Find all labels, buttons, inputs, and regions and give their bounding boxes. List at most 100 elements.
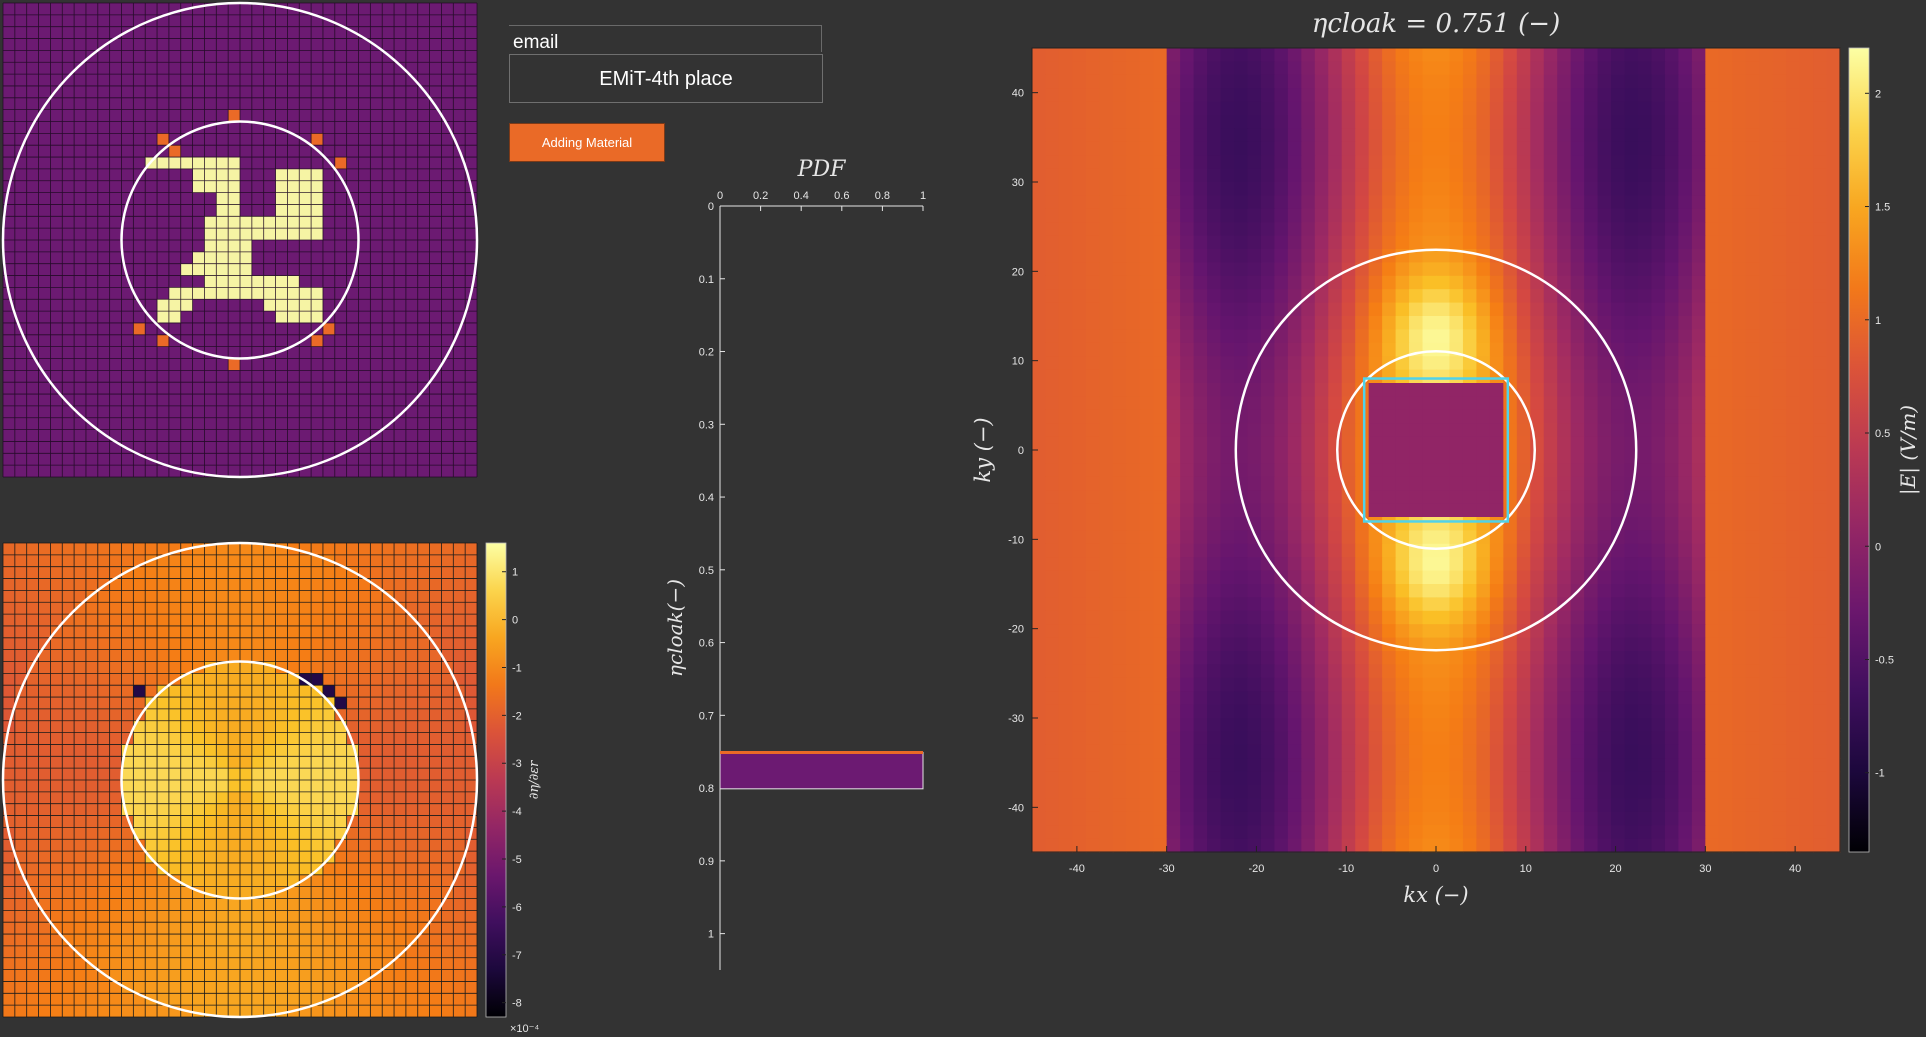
- material-cell: [275, 287, 288, 300]
- field-y-tick-label: -10: [1008, 534, 1024, 546]
- sensitivity-colorbar: [485, 542, 507, 1018]
- material-cell: [311, 204, 323, 217]
- material-cell: [204, 228, 217, 240]
- material-cell: [192, 251, 205, 264]
- material-cell: [311, 168, 323, 181]
- field-heatmap-chart: -40 -30 -20 -10 0 10 20 30 40403020100-10-20-30-…: [971, 9, 1921, 907]
- material-cell: [287, 311, 300, 323]
- material-cell: [263, 216, 276, 229]
- material-cell: [216, 180, 229, 193]
- material-cell: [228, 168, 240, 181]
- material-cell: [228, 228, 240, 240]
- material-cell: [204, 216, 217, 229]
- material-cell: [251, 275, 264, 288]
- pdf-y-tick-label: 0.1: [699, 274, 714, 286]
- pdf-y-label: ηcloak(−): [663, 579, 687, 677]
- material-cell: [228, 204, 240, 217]
- design-map[interactable]: [0, 0, 480, 480]
- material-cell: [168, 299, 181, 312]
- material-cell: [287, 192, 300, 205]
- material-cell: [228, 180, 240, 193]
- candidate-cell: [157, 133, 169, 146]
- field-x-tick-label: 30: [1699, 863, 1711, 875]
- field-title: ηcloak = 0.751 (−): [1312, 9, 1560, 39]
- candidate-cell: [133, 322, 146, 335]
- material-cell: [157, 157, 169, 169]
- material-cell: [263, 287, 276, 300]
- material-cell: [157, 299, 169, 312]
- field-y-tick-label: 10: [1012, 356, 1024, 368]
- candidate-cell: [157, 334, 169, 347]
- pdf-y-tick-label: 0.6: [699, 638, 714, 650]
- field-colorbar: [1848, 47, 1870, 853]
- field-colorbar-tick-label: 1: [1875, 315, 1881, 327]
- inner-circle: [120, 660, 360, 900]
- material-cell: [216, 228, 229, 240]
- material-cell: [311, 216, 323, 229]
- pdf-y-tick-label: 0.9: [699, 856, 714, 868]
- material-cell: [287, 168, 300, 181]
- material-cell: [240, 275, 252, 288]
- material-cell: [287, 275, 300, 288]
- pdf-x-tick-label: 0.6: [834, 190, 849, 202]
- material-cell: [204, 168, 217, 181]
- material-cell: [299, 204, 312, 217]
- field-colorbar-tick-label: -1: [1875, 768, 1885, 780]
- material-cell: [311, 299, 323, 312]
- pdf-x-tick-label: 0.8: [875, 190, 890, 202]
- field-y-tick-label: 40: [1012, 88, 1024, 100]
- material-cell: [228, 251, 240, 264]
- material-cell: [180, 157, 193, 169]
- candidate-cell: [228, 358, 240, 371]
- material-cell: [216, 263, 229, 276]
- material-cell: [275, 299, 288, 312]
- field-colorbar-label: |E| (V/m): [1896, 405, 1921, 495]
- material-cell: [251, 287, 264, 300]
- field-y-tick-label: -40: [1008, 802, 1024, 814]
- field-colorbar-tick-label: 0.5: [1875, 428, 1890, 440]
- pdf-y-tick-label: 0.3: [699, 419, 714, 431]
- material-cell: [192, 168, 205, 181]
- field-y-label: ky (−): [971, 417, 995, 482]
- material-cell: [240, 216, 252, 229]
- field-x-tick-label: 40: [1789, 863, 1801, 875]
- sensitivity-map[interactable]: 1 0 -1 -2 -3 -4 -5 -6 -7 -8 ×10⁻⁴ ∂η/∂εr: [0, 540, 570, 1037]
- material-cell: [204, 157, 217, 169]
- material-cell: [251, 216, 264, 229]
- field-y-tick-label: 30: [1012, 177, 1024, 189]
- candidate-cell: [311, 133, 323, 146]
- material-cell: [228, 275, 240, 288]
- material-cell: [168, 287, 181, 300]
- sensitivity-cells: [3, 543, 477, 1017]
- material-cell: [299, 228, 312, 240]
- colorbar-label: ∂η/∂εr: [527, 760, 542, 800]
- material-cell: [240, 251, 252, 264]
- material-cell: [204, 251, 217, 264]
- material-cell: [216, 157, 229, 169]
- material-cell: [204, 180, 217, 193]
- material-cell: [299, 311, 312, 323]
- sensitivity-grid: [2, 542, 478, 1018]
- colorbar-tick-label: -1: [512, 662, 522, 674]
- pdf-x-tick-label: 0.4: [794, 190, 809, 202]
- material-cell: [311, 287, 323, 300]
- material-cell: [228, 157, 240, 169]
- candidate-cell: [168, 145, 181, 158]
- adding-material-button[interactable]: Adding Material: [509, 123, 665, 162]
- field-x-tick-label: -30: [1159, 863, 1175, 875]
- material-cell: [192, 180, 205, 193]
- material-cell: [275, 311, 288, 323]
- material-cell: [240, 287, 252, 300]
- candidate-cell: [228, 109, 240, 122]
- field-colorbar-tick-label: 1.5: [1875, 202, 1890, 214]
- colorbar-tick-label: -7: [512, 950, 522, 962]
- design-name-field[interactable]: EMiT-4th place: [509, 54, 823, 103]
- material-cell: [228, 192, 240, 205]
- material-cell: [287, 180, 300, 193]
- field-colorbar-tick-label: 0: [1875, 541, 1881, 553]
- material-cell: [180, 299, 193, 312]
- outer-circle: [1, 541, 479, 1019]
- material-cell: [287, 287, 300, 300]
- material-cell: [216, 240, 229, 252]
- pdf-y-tick-label: 0.7: [699, 710, 714, 722]
